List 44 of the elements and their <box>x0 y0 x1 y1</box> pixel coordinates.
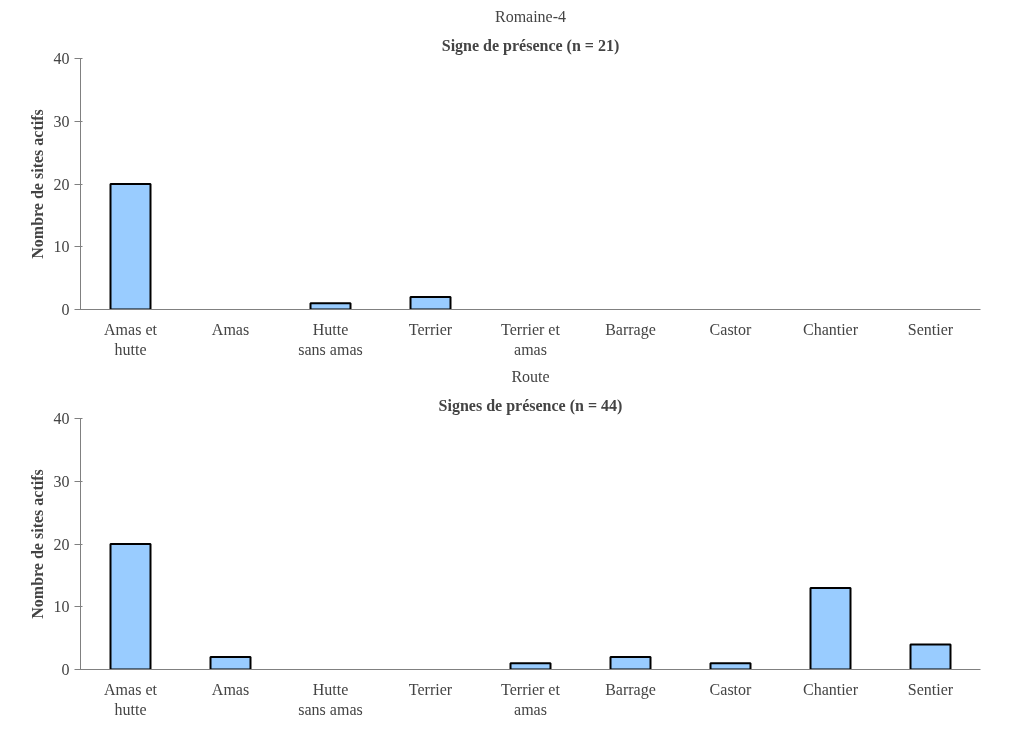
y-tick-label: 20 <box>53 535 70 553</box>
y-tick-label: 0 <box>61 661 70 678</box>
chart-title: Signe de présence (n = 21) <box>441 36 620 55</box>
y-axis-title: Nombre de sites actifs <box>28 469 46 619</box>
y-axis-title: Nombre de sites actifs <box>28 109 46 259</box>
x-tick-label: Barrage <box>605 680 656 699</box>
x-tick-label: Chantier <box>802 320 859 338</box>
x-tick-label: Castor <box>709 320 753 338</box>
bar <box>809 586 852 670</box>
y-tick-label: 40 <box>53 50 70 67</box>
x-tick-label: Terrier <box>408 320 453 338</box>
bar <box>509 662 552 670</box>
x-tick-label: Amas <box>211 320 250 338</box>
x-tick-label: Chantier <box>802 680 859 698</box>
bar <box>609 655 652 670</box>
chart-title: Signes de présence (n = 44) <box>438 396 623 415</box>
x-tick-label: Hutte sans amas <box>298 680 363 718</box>
y-tick-label: 40 <box>53 410 70 427</box>
x-tick-label: Sentier <box>907 680 954 698</box>
bar <box>309 302 352 310</box>
x-tick-label: Barrage <box>605 320 656 339</box>
bar <box>209 655 252 670</box>
x-tick-label: Amas et hutte <box>104 320 158 358</box>
bar <box>709 662 752 670</box>
chart-subtitle: Romaine-4 <box>494 7 567 25</box>
bar <box>109 183 152 310</box>
chart-subtitle: Route <box>511 367 550 385</box>
x-tick-label: Terrier et amas <box>501 680 561 718</box>
x-tick-label: Sentier <box>907 320 954 338</box>
x-tick-label: Amas <box>211 680 250 698</box>
bar <box>909 643 952 670</box>
y-tick-label: 30 <box>53 112 70 130</box>
x-tick-label: Castor <box>709 680 753 698</box>
y-tick-label: 10 <box>53 238 70 256</box>
x-tick-label: Terrier et amas <box>501 320 561 358</box>
y-tick-label: 10 <box>53 598 70 616</box>
y-tick-label: 30 <box>53 472 70 490</box>
y-tick-label: 0 <box>61 301 70 318</box>
y-tick-label: 20 <box>53 175 70 193</box>
x-tick-label: Amas et hutte <box>104 680 158 718</box>
x-tick-label: Terrier <box>408 680 453 698</box>
bar <box>409 295 452 310</box>
bar <box>109 543 152 670</box>
x-tick-label: Hutte sans amas <box>298 320 363 358</box>
